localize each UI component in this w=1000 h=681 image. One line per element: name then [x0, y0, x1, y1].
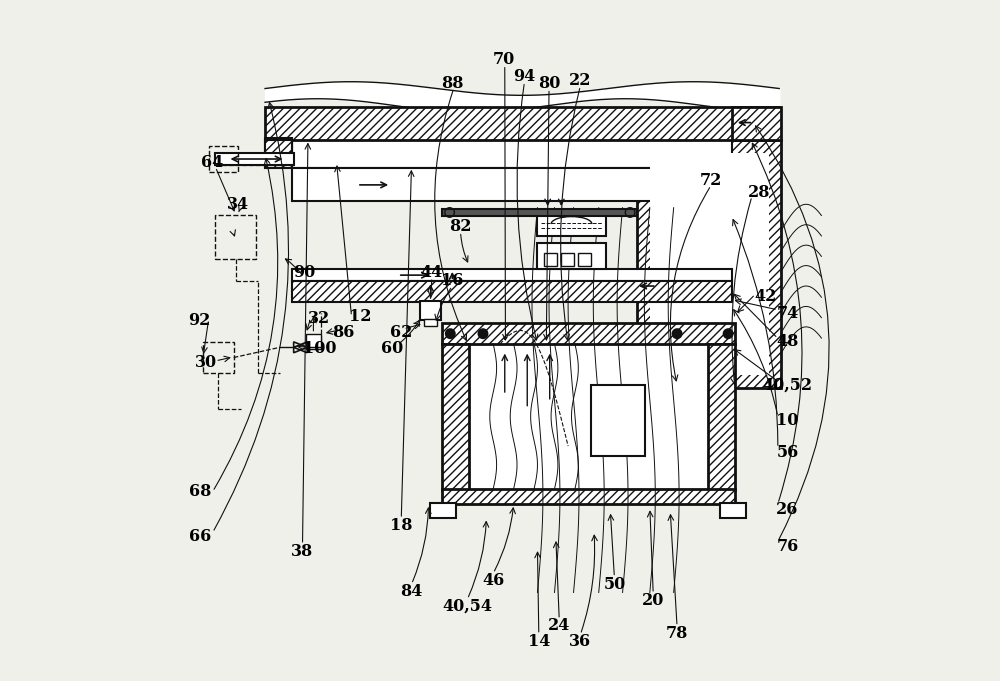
- Text: 48: 48: [776, 334, 799, 350]
- Text: 84: 84: [400, 583, 423, 599]
- Bar: [720, 503, 746, 518]
- Bar: [637, 140, 781, 388]
- Text: 40,52: 40,52: [762, 377, 812, 393]
- Text: 88: 88: [441, 75, 464, 91]
- Text: 78: 78: [666, 625, 688, 642]
- Bar: [292, 269, 732, 281]
- Text: 30: 30: [195, 354, 217, 370]
- Text: 36: 36: [569, 633, 591, 650]
- Circle shape: [446, 329, 455, 338]
- Bar: [292, 140, 732, 168]
- Text: 72: 72: [700, 172, 722, 189]
- Text: 80: 80: [538, 75, 560, 91]
- Bar: [442, 344, 469, 490]
- Text: 86: 86: [332, 324, 355, 340]
- Text: 76: 76: [776, 538, 799, 554]
- Text: 74: 74: [776, 305, 799, 321]
- Text: 20: 20: [642, 592, 664, 609]
- Bar: [591, 385, 645, 456]
- Text: 66: 66: [189, 528, 211, 545]
- Bar: [292, 281, 732, 302]
- Text: 94: 94: [513, 68, 535, 84]
- Text: 34: 34: [227, 196, 249, 212]
- Text: 44: 44: [421, 264, 443, 281]
- Bar: [420, 301, 441, 320]
- Bar: [209, 146, 238, 172]
- Bar: [732, 107, 781, 140]
- Text: 64: 64: [201, 154, 224, 170]
- Text: 24: 24: [548, 617, 570, 633]
- Text: 42: 42: [754, 288, 777, 304]
- Text: 70: 70: [492, 52, 515, 68]
- Text: 12: 12: [349, 308, 372, 325]
- Circle shape: [478, 329, 488, 338]
- Bar: [578, 253, 591, 266]
- Text: 28: 28: [748, 184, 770, 200]
- Bar: [561, 253, 574, 266]
- Text: 18: 18: [390, 518, 413, 534]
- Bar: [430, 503, 456, 518]
- Bar: [650, 153, 769, 375]
- Text: 14: 14: [528, 633, 550, 650]
- Text: 92: 92: [188, 312, 210, 328]
- Bar: [292, 168, 732, 201]
- Text: 38: 38: [291, 543, 314, 560]
- Bar: [203, 342, 234, 373]
- Bar: [442, 323, 735, 344]
- Bar: [265, 138, 292, 155]
- Bar: [265, 107, 779, 140]
- Bar: [442, 489, 735, 504]
- Text: 50: 50: [603, 576, 626, 592]
- Text: 68: 68: [189, 484, 212, 500]
- Bar: [544, 253, 557, 266]
- Bar: [265, 140, 292, 168]
- Text: 22: 22: [569, 72, 592, 89]
- Text: 82: 82: [449, 218, 472, 234]
- Bar: [537, 243, 606, 269]
- Text: 40,54: 40,54: [442, 598, 492, 614]
- Text: 56: 56: [776, 445, 799, 461]
- Text: 100: 100: [303, 340, 336, 357]
- Text: 32: 32: [308, 311, 331, 327]
- Bar: [215, 215, 256, 259]
- Text: 26: 26: [776, 501, 799, 518]
- Bar: [442, 209, 637, 216]
- Bar: [306, 334, 321, 349]
- Text: 10: 10: [776, 413, 799, 429]
- Circle shape: [672, 329, 682, 338]
- Bar: [424, 319, 437, 326]
- Text: 62: 62: [390, 324, 412, 340]
- Circle shape: [723, 329, 733, 338]
- Text: 60: 60: [381, 340, 404, 357]
- Bar: [537, 210, 606, 236]
- Text: 90: 90: [293, 264, 315, 281]
- Text: 16: 16: [441, 272, 464, 289]
- Bar: [469, 344, 708, 489]
- Bar: [215, 153, 294, 165]
- Text: 46: 46: [482, 572, 504, 588]
- Bar: [708, 344, 735, 490]
